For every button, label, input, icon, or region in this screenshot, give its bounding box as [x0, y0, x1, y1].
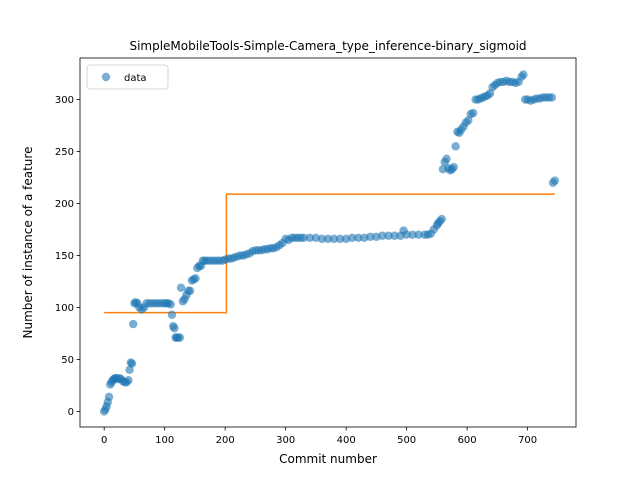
- data-point: [323, 234, 333, 244]
- data-point: [390, 231, 399, 240]
- data-point: [547, 93, 556, 102]
- data-point: [127, 359, 137, 368]
- data-point: [167, 310, 177, 319]
- data-point: [175, 333, 184, 342]
- legend-label: data: [124, 73, 147, 84]
- x-tick-label: 100: [155, 435, 174, 446]
- data-point: [449, 162, 459, 172]
- data-point: [402, 230, 411, 239]
- data-point: [170, 324, 179, 333]
- y-tick-label: 300: [55, 95, 74, 106]
- x-tick-label: 300: [276, 435, 295, 446]
- axes-frame: [79, 57, 577, 428]
- data-point: [468, 108, 478, 118]
- legend: data: [86, 64, 169, 90]
- legend-box: [86, 64, 169, 90]
- data-point: [366, 232, 375, 241]
- y-axis-label: Number of instance of a feature: [21, 147, 35, 339]
- data-point: [176, 283, 186, 292]
- plot-area: [80, 58, 576, 427]
- chart-title: SimpleMobileTools-Simple-Camera_type_inf…: [129, 39, 526, 53]
- data-point: [317, 234, 327, 244]
- y-tick-label: 150: [55, 251, 74, 262]
- data-point: [384, 231, 393, 240]
- data-point: [335, 234, 345, 244]
- data-point: [191, 274, 200, 283]
- data-point: [305, 233, 315, 243]
- data-point: [437, 214, 446, 224]
- data-point: [519, 70, 528, 79]
- data-point: [185, 286, 195, 296]
- legend-marker: [101, 72, 111, 82]
- y-tick-label: 250: [55, 147, 74, 158]
- data-point: [299, 233, 308, 243]
- y-tick-label: 0: [68, 407, 74, 418]
- y-tick-label: 50: [61, 355, 74, 366]
- data-point: [124, 376, 133, 385]
- data-point: [348, 233, 357, 243]
- data-point: [378, 231, 387, 240]
- data-point: [329, 234, 339, 244]
- y-tick-label: 200: [55, 199, 74, 210]
- y-tick-label: 100: [55, 303, 74, 314]
- data-point: [442, 154, 451, 164]
- data-point: [166, 300, 175, 309]
- axes-layer: 0 100 200 300 400 500 600 700 0 50 100 150 200 250 300: [55, 57, 577, 446]
- x-tick-label: 200: [216, 435, 235, 446]
- x-tick-label: 500: [397, 435, 416, 446]
- data-point: [414, 230, 423, 239]
- data-point: [408, 230, 417, 239]
- data-point: [354, 233, 363, 243]
- data-point: [104, 392, 114, 402]
- x-tick-label: 0: [101, 435, 107, 446]
- data-point: [129, 319, 138, 329]
- x-tick-label: 400: [337, 435, 356, 446]
- x-axis-label: Commit number: [279, 452, 377, 466]
- series-layer: [100, 70, 560, 416]
- data-point: [550, 176, 560, 185]
- data-point: [451, 142, 460, 151]
- series-line: [104, 193, 555, 314]
- x-tick-label: 600: [458, 435, 477, 446]
- x-tick-label: 700: [518, 435, 537, 446]
